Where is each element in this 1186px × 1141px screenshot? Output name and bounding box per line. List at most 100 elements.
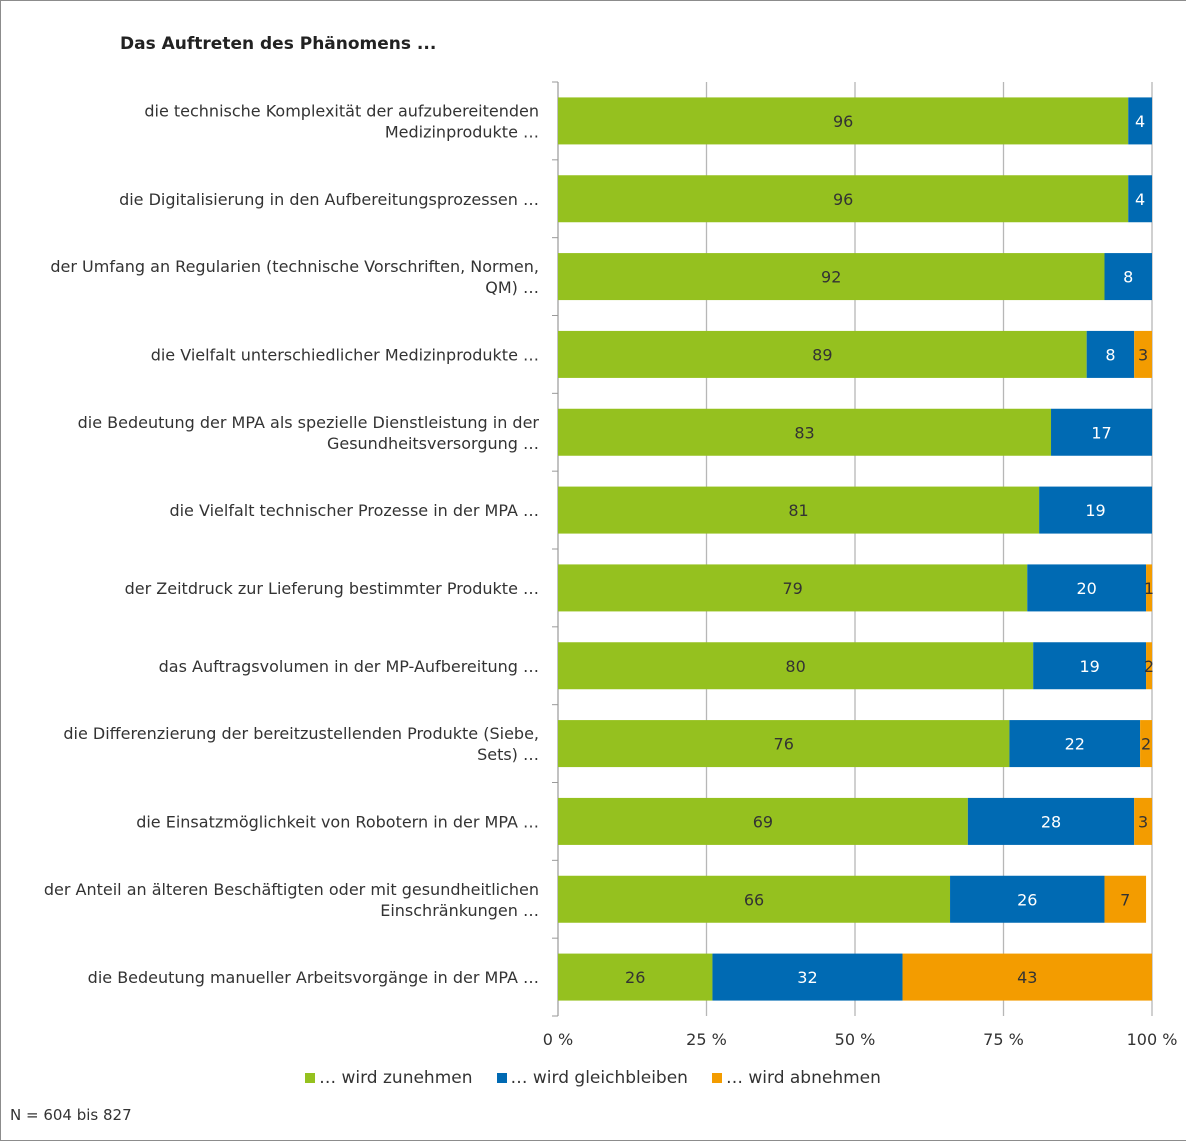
bar-segment <box>558 875 951 923</box>
category-label-line: das Auftragsvolumen in der MP-Aufbereitu… <box>159 657 539 676</box>
bar-segment <box>558 253 1105 301</box>
category-label: die technische Komplexität der aufzubere… <box>144 101 539 141</box>
bar-segment <box>1146 642 1152 690</box>
data-label: 76 <box>774 735 794 754</box>
data-label: 4 <box>1135 190 1145 209</box>
bar-segment <box>1039 486 1152 534</box>
bar-segment <box>1128 97 1152 145</box>
category-label-line: die technische Komplexität der aufzubere… <box>144 101 539 120</box>
category-label-line: Einschränkungen … <box>380 901 539 920</box>
data-label: 32 <box>797 968 817 987</box>
bar-segment <box>1051 408 1152 456</box>
category-label-line: der Umfang an Regularien (technische Vor… <box>50 257 539 276</box>
data-label: 26 <box>625 968 645 987</box>
category-label: die Bedeutung der MPA als spezielle Dien… <box>78 413 540 453</box>
category-label: der Anteil an älteren Beschäftigten oder… <box>44 880 539 920</box>
legend-label: … wird abnehmen <box>725 1068 881 1088</box>
category-label: der Umfang an Regularien (technische Vor… <box>50 257 539 297</box>
bar-segment <box>967 797 1135 845</box>
category-label: der Zeitdruck zur Lieferung bestimmter P… <box>125 579 539 598</box>
bar-segment <box>558 797 968 845</box>
bar-segment <box>1128 175 1152 223</box>
category-label-line: der Anteil an älteren Beschäftigten oder… <box>44 880 539 899</box>
category-label: die Digitalisierung in den Aufbereitungs… <box>119 190 539 209</box>
legend-label: … wird gleichbleiben <box>510 1068 688 1088</box>
bar-segment <box>558 330 1087 378</box>
bar-segment <box>1134 330 1152 378</box>
data-label: 81 <box>788 501 808 520</box>
chart-legend: … wird zunehmen … wird gleichbleiben … wir… <box>0 1068 1186 1088</box>
bar-segment <box>558 564 1028 612</box>
bar-segment <box>1027 564 1147 612</box>
x-tick-label: 75 % <box>983 1030 1024 1049</box>
data-label: 69 <box>753 812 773 831</box>
x-tick-label: 100 % <box>1127 1030 1178 1049</box>
data-label: 2 <box>1141 735 1151 754</box>
legend-label: … wird zunehmen <box>319 1068 473 1088</box>
data-label: 3 <box>1138 812 1148 831</box>
category-label-line: die Digitalisierung in den Aufbereitungs… <box>119 190 539 209</box>
category-label-line: der Zeitdruck zur Lieferung bestimmter P… <box>125 579 539 598</box>
data-label: 3 <box>1138 345 1148 364</box>
x-tick-label: 50 % <box>835 1030 876 1049</box>
data-label: 1 <box>1144 579 1154 598</box>
data-label: 4 <box>1135 112 1145 131</box>
category-label-line: die Einsatzmöglichkeit von Robotern in d… <box>136 812 539 831</box>
sample-size-note: N = 604 bis 827 <box>10 1106 132 1124</box>
x-tick-label: 0 % <box>543 1030 573 1049</box>
category-label-line: QM) … <box>485 278 539 297</box>
bar-segment <box>902 953 1152 1001</box>
category-label-line: Sets) … <box>477 745 539 764</box>
category-label-line: die Vielfalt unterschiedlicher Medizinpr… <box>151 345 539 364</box>
bar-segment <box>1033 642 1147 690</box>
bar-segment <box>1146 564 1152 612</box>
data-label: 96 <box>833 190 853 209</box>
data-label: 8 <box>1105 345 1115 364</box>
category-label: die Differenzierung der bereitzustellend… <box>63 724 539 764</box>
category-label: die Vielfalt technischer Prozesse in der… <box>169 501 539 520</box>
bar-segment <box>558 175 1129 223</box>
data-label: 66 <box>744 890 764 909</box>
data-label: 22 <box>1065 735 1085 754</box>
data-label: 26 <box>1017 890 1037 909</box>
category-label: die Bedeutung manueller Arbeitsvorgänge … <box>88 968 539 987</box>
data-label: 80 <box>785 657 805 676</box>
category-label: die Einsatzmöglichkeit von Robotern in d… <box>136 812 539 831</box>
data-label: 2 <box>1144 657 1154 676</box>
category-label-line: die Vielfalt technischer Prozesse in der… <box>169 501 539 520</box>
data-label: 8 <box>1123 268 1133 287</box>
data-label: 79 <box>782 579 802 598</box>
legend-swatch <box>305 1073 316 1083</box>
data-label: 92 <box>821 268 841 287</box>
bar-segment <box>1104 875 1147 923</box>
bar-segment <box>712 953 903 1001</box>
legend-item: … wird gleichbleiben <box>496 1068 688 1088</box>
bar-segment <box>558 408 1052 456</box>
data-label: 89 <box>812 345 832 364</box>
category-label: die Vielfalt unterschiedlicher Medizinpr… <box>151 345 539 364</box>
data-label: 20 <box>1076 579 1096 598</box>
data-label: 17 <box>1091 423 1111 442</box>
bar-segment <box>950 875 1105 923</box>
bar-segment <box>558 486 1040 534</box>
legend-swatch <box>711 1073 722 1083</box>
data-label: 19 <box>1079 657 1099 676</box>
data-label: 43 <box>1017 968 1037 987</box>
data-label: 83 <box>794 423 814 442</box>
data-label: 96 <box>833 112 853 131</box>
category-label-line: Gesundheitsversorgung … <box>327 434 539 453</box>
data-label: 7 <box>1120 890 1130 909</box>
category-label-line: Medizinprodukte … <box>385 122 539 141</box>
legend-item: … wird zunehmen <box>305 1068 473 1088</box>
category-label-line: die Bedeutung der MPA als spezielle Dien… <box>78 413 540 432</box>
data-label: 19 <box>1085 501 1105 520</box>
bar-segment <box>1009 720 1141 768</box>
bar-segment <box>558 97 1129 145</box>
bar-segment <box>1104 253 1152 301</box>
legend-swatch <box>496 1073 507 1083</box>
bar-segment <box>1140 720 1152 768</box>
category-label-line: die Differenzierung der bereitzustellend… <box>63 724 539 743</box>
bar-segment <box>1134 797 1152 845</box>
bar-segment <box>558 953 713 1001</box>
